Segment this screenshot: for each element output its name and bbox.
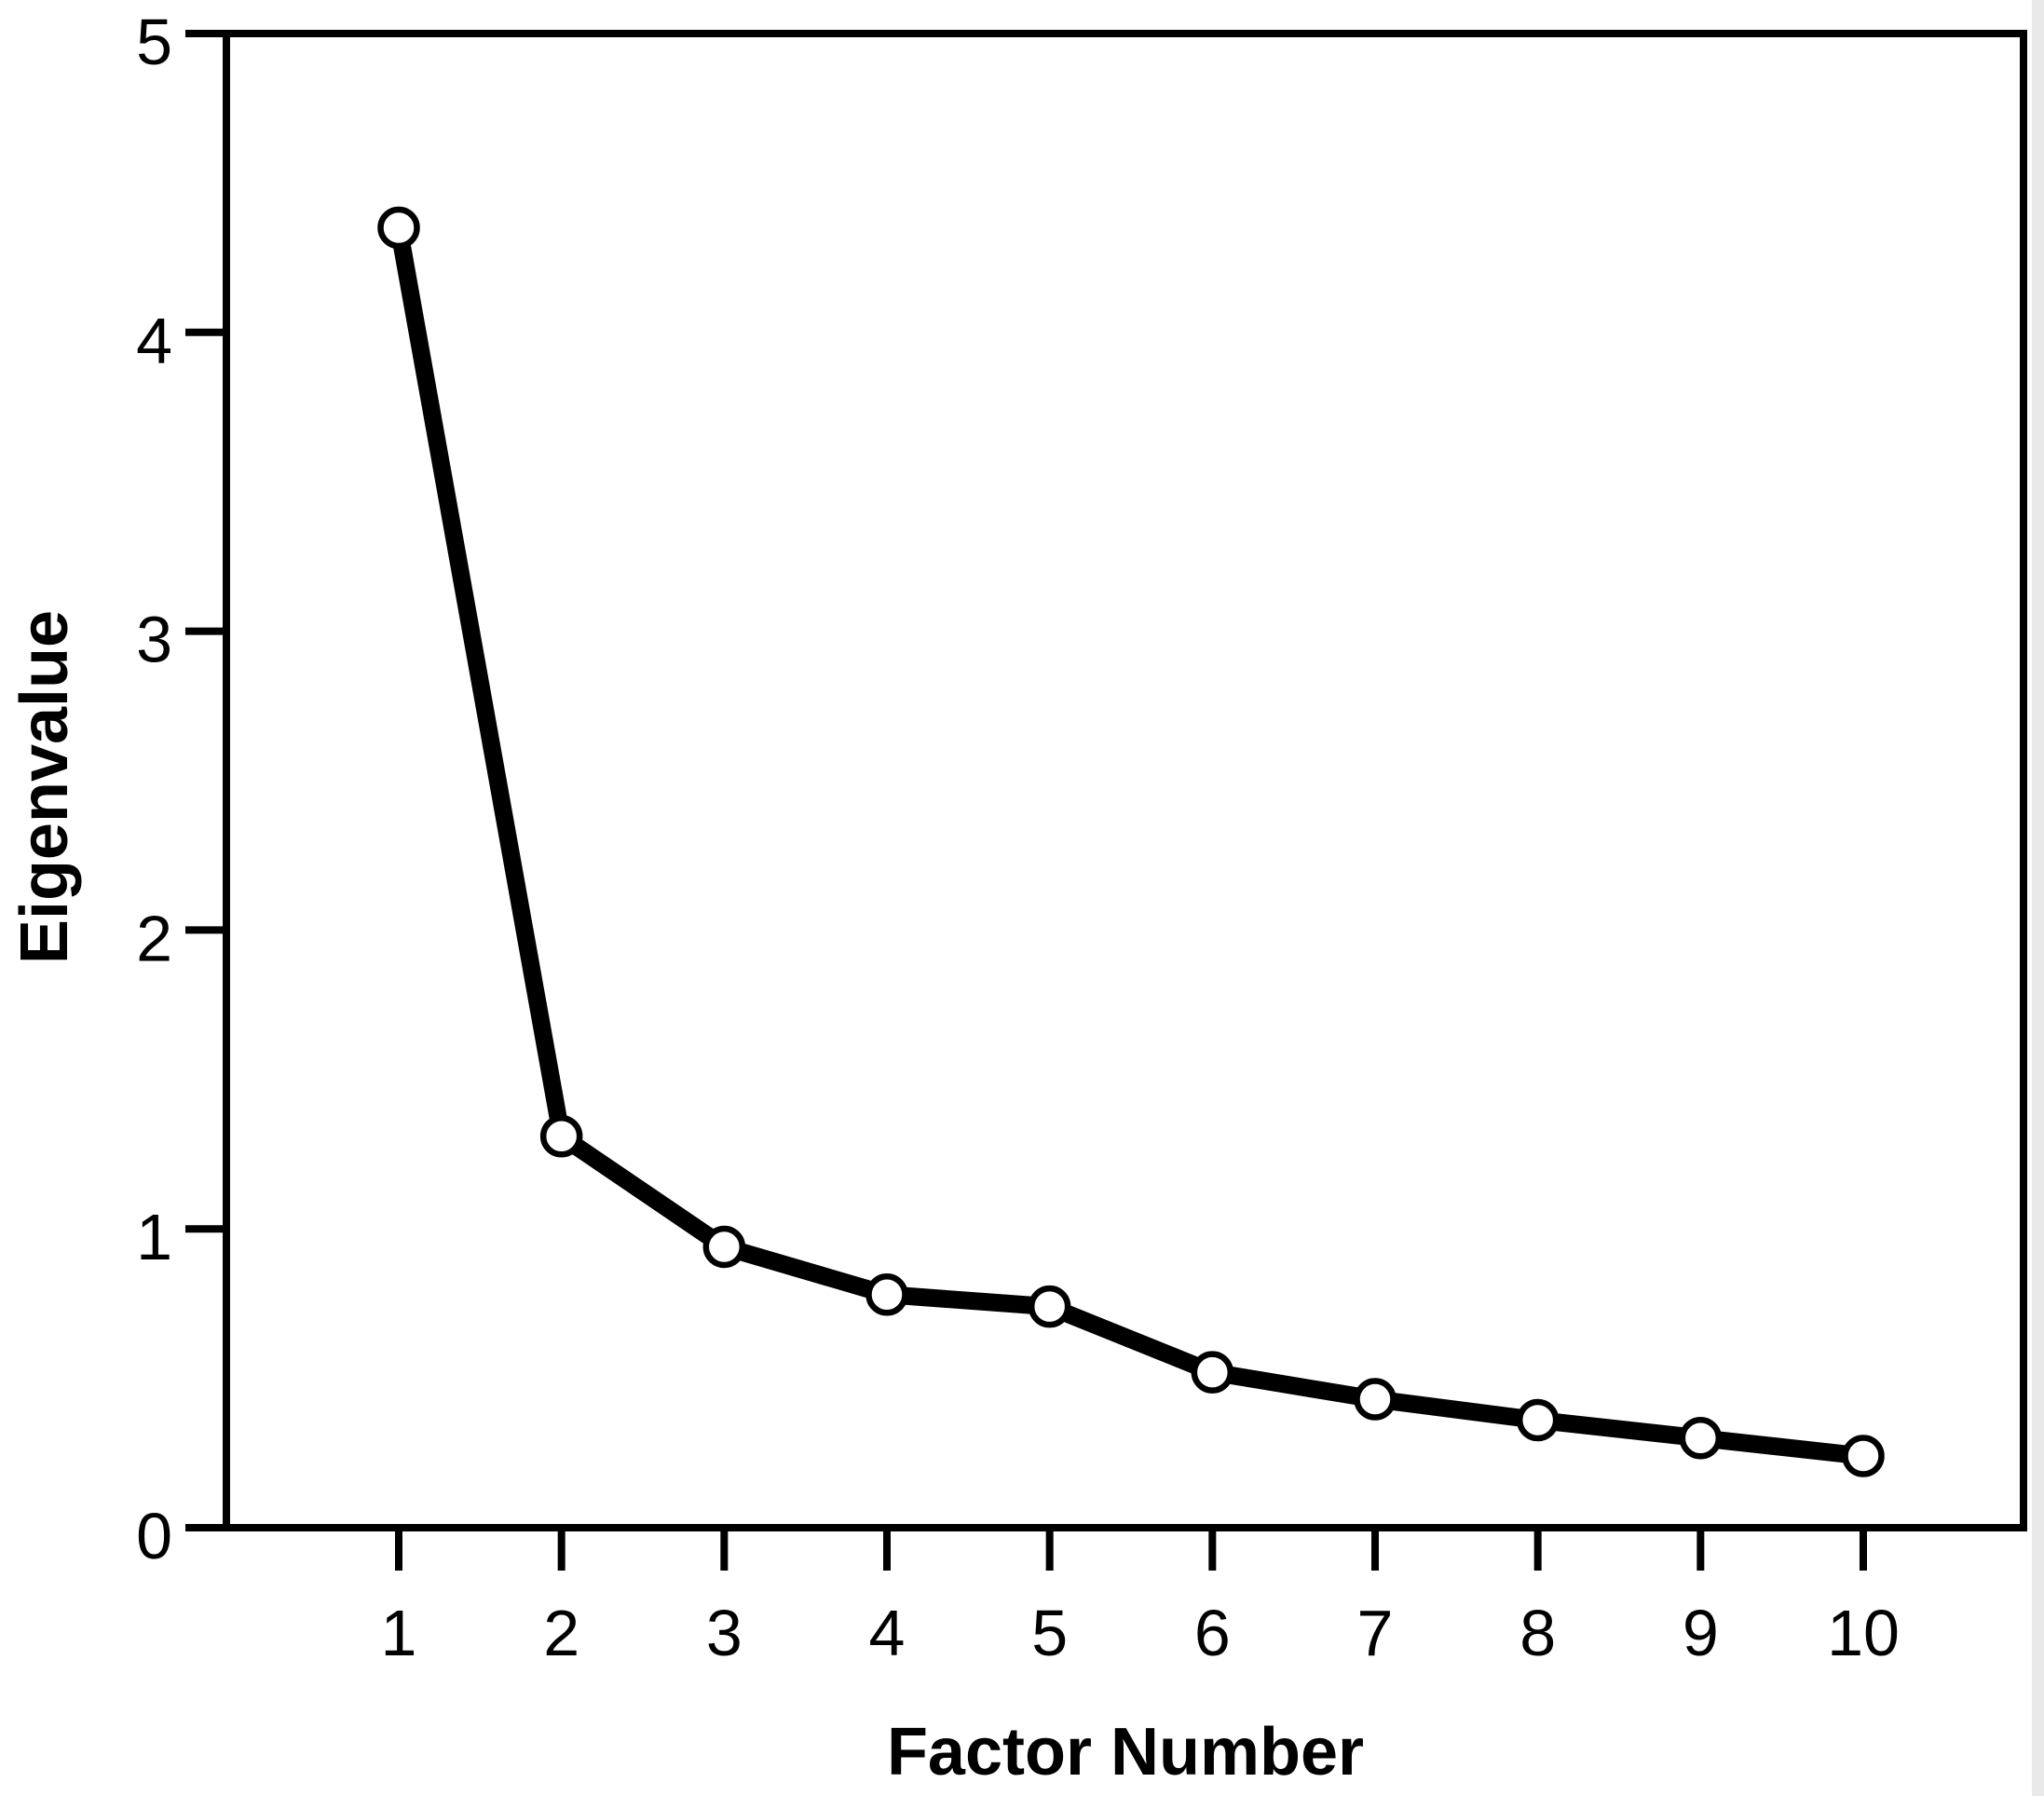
data-point-marker-1 bbox=[377, 206, 420, 250]
plot-frame bbox=[223, 30, 2027, 1531]
data-point-marker-8 bbox=[1516, 1398, 1560, 1442]
x-axis-tick-label: 9 bbox=[1683, 1597, 1719, 1669]
y-axis-tick-label: 4 bbox=[136, 305, 172, 377]
x-axis-tick-label: 1 bbox=[381, 1597, 417, 1669]
y-axis-tick-label: 3 bbox=[136, 604, 172, 676]
x-axis-tick-label: 3 bbox=[706, 1597, 743, 1669]
y-axis-tick-label: 5 bbox=[136, 6, 172, 78]
y-axis-tick-label: 0 bbox=[136, 1500, 172, 1572]
data-point-marker-9 bbox=[1679, 1417, 1723, 1460]
data-point-marker-5 bbox=[1028, 1285, 1071, 1328]
x-axis-tick-label: 6 bbox=[1194, 1597, 1231, 1669]
data-point-marker-10 bbox=[1842, 1435, 1885, 1477]
data-point-marker-7 bbox=[1354, 1378, 1397, 1421]
x-axis-tick-label: 7 bbox=[1357, 1597, 1394, 1669]
data-point-marker-3 bbox=[702, 1225, 746, 1269]
data-point-marker-2 bbox=[539, 1115, 583, 1158]
series-line bbox=[389, 225, 1865, 1465]
x-axis-tick-label: 8 bbox=[1519, 1597, 1556, 1669]
x-axis-title: Factor Number bbox=[887, 1715, 1364, 1789]
x-axis-tick-label: 10 bbox=[1827, 1597, 1900, 1669]
chart-content: 0 1 2 3 4 5 1 2 3 4 5 6 7 8 9 10 bbox=[136, 6, 1900, 1669]
data-point-marker-4 bbox=[865, 1273, 908, 1316]
y-axis-title: Eigenvalue bbox=[7, 610, 82, 964]
scan-edge-artifact bbox=[2032, 0, 2044, 1796]
y-axis-tick-label: 2 bbox=[136, 902, 172, 974]
data-point-marker-6 bbox=[1191, 1351, 1234, 1394]
x-axis-tick-label: 5 bbox=[1031, 1597, 1068, 1669]
x-axis-tick-label: 4 bbox=[869, 1597, 906, 1669]
y-axis-tick-label: 1 bbox=[136, 1201, 172, 1273]
x-axis-tick-label: 2 bbox=[543, 1597, 579, 1669]
